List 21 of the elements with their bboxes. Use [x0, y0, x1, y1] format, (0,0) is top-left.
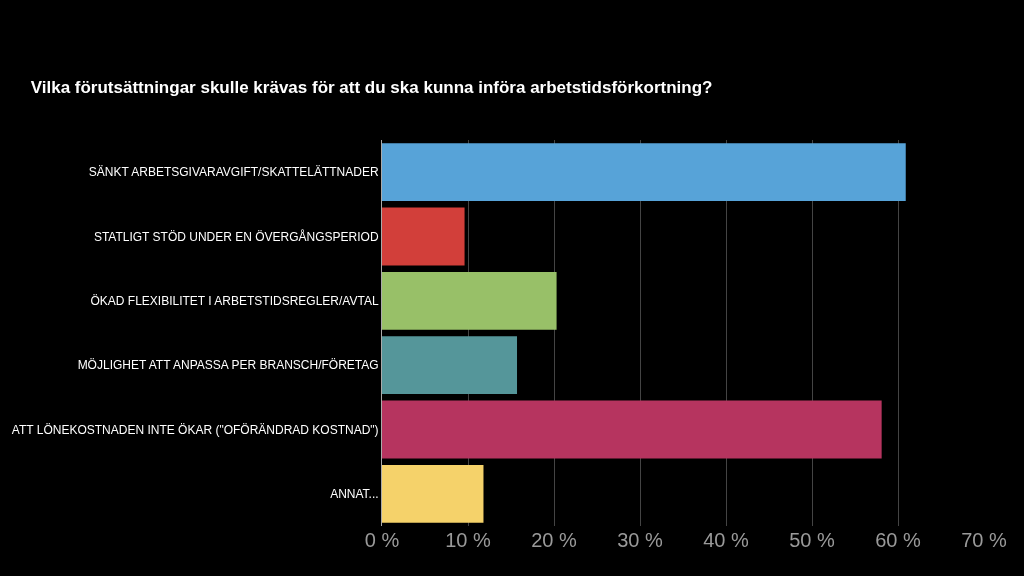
x-tick-label: 50 % [789, 529, 836, 551]
x-tick-label: 30 % [617, 529, 664, 551]
bar [382, 207, 465, 266]
bar [382, 336, 518, 395]
x-tick-label: 0 % [364, 529, 400, 551]
bar [382, 271, 557, 330]
x-tick-label: 60 % [875, 529, 922, 551]
chart-title: Vilka förutsättningar skulle krävas för att du ska kunna införa arbetstidsförkortning? [30, 77, 713, 97]
y-tick-label: STATLIGT STÖD UNDER EN ÖVERGÅNGSPERIOD [93, 228, 379, 244]
x-tick-label: 20 % [531, 529, 578, 551]
y-tick-label: ÖKAD FLEXIBILITET I ARBETSTIDSREGLER/AVTAL [90, 294, 379, 309]
bar [382, 400, 882, 459]
y-tick-label: MÖJLIGHET ATT ANPASSA PER BRANSCH/FÖRETAG [77, 358, 379, 373]
x-tick-label: 40 % [703, 529, 750, 551]
x-tick-label: 10 % [445, 529, 492, 551]
bar [382, 464, 484, 523]
y-tick-label: SÄNKT ARBETSGIVARAVGIFT/SKATTELÄTTNADER [88, 165, 379, 180]
bar [382, 143, 906, 202]
y-tick-label: ANNAT... [330, 487, 379, 502]
y-tick-label: ATT LÖNEKOSTNADEN INTE ÖKAR ("OFÖRÄNDRAD KOSTNAD") [11, 422, 379, 437]
x-tick-label: 70 % [961, 529, 1008, 551]
